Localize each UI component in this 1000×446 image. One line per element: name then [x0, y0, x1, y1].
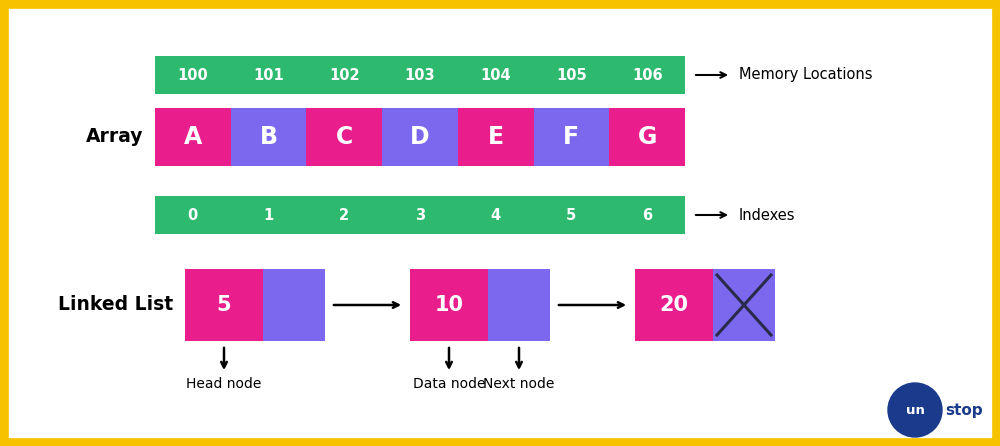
Text: 5: 5 [566, 207, 577, 223]
FancyBboxPatch shape [635, 269, 713, 341]
Text: E: E [488, 125, 504, 149]
Text: 6: 6 [642, 207, 652, 223]
Text: 101: 101 [253, 67, 284, 83]
FancyBboxPatch shape [458, 108, 534, 166]
Text: G: G [637, 125, 657, 149]
Text: B: B [260, 125, 278, 149]
Text: Data node: Data node [413, 377, 485, 391]
FancyBboxPatch shape [155, 56, 685, 94]
FancyBboxPatch shape [263, 269, 325, 341]
Text: un: un [906, 404, 924, 417]
Text: Linked List: Linked List [58, 296, 173, 314]
Text: 1: 1 [263, 207, 274, 223]
FancyBboxPatch shape [155, 108, 231, 166]
FancyBboxPatch shape [155, 196, 685, 234]
Text: Head node: Head node [186, 377, 262, 391]
Text: 3: 3 [415, 207, 425, 223]
Text: Next node: Next node [483, 377, 555, 391]
Text: Array: Array [86, 128, 143, 146]
Text: 103: 103 [405, 67, 435, 83]
Text: 106: 106 [632, 67, 662, 83]
Text: Memory Locations: Memory Locations [739, 67, 872, 83]
Text: 4: 4 [491, 207, 501, 223]
Text: 105: 105 [556, 67, 587, 83]
FancyBboxPatch shape [410, 269, 488, 341]
Text: 0: 0 [188, 207, 198, 223]
Text: 104: 104 [480, 67, 511, 83]
FancyBboxPatch shape [306, 108, 382, 166]
Text: C: C [336, 125, 353, 149]
Circle shape [888, 383, 942, 437]
Text: A: A [184, 125, 202, 149]
Text: 10: 10 [434, 295, 463, 315]
Text: 5: 5 [217, 295, 231, 315]
FancyBboxPatch shape [534, 108, 609, 166]
Text: 100: 100 [177, 67, 208, 83]
FancyBboxPatch shape [231, 108, 306, 166]
FancyBboxPatch shape [382, 108, 458, 166]
Text: D: D [410, 125, 430, 149]
FancyBboxPatch shape [488, 269, 550, 341]
Text: Indexes: Indexes [739, 207, 796, 223]
Text: 102: 102 [329, 67, 360, 83]
Text: 20: 20 [659, 295, 688, 315]
FancyBboxPatch shape [609, 108, 685, 166]
Text: F: F [563, 125, 579, 149]
FancyBboxPatch shape [185, 269, 263, 341]
FancyBboxPatch shape [713, 269, 775, 341]
Text: 2: 2 [339, 207, 349, 223]
Text: stop: stop [945, 402, 983, 417]
